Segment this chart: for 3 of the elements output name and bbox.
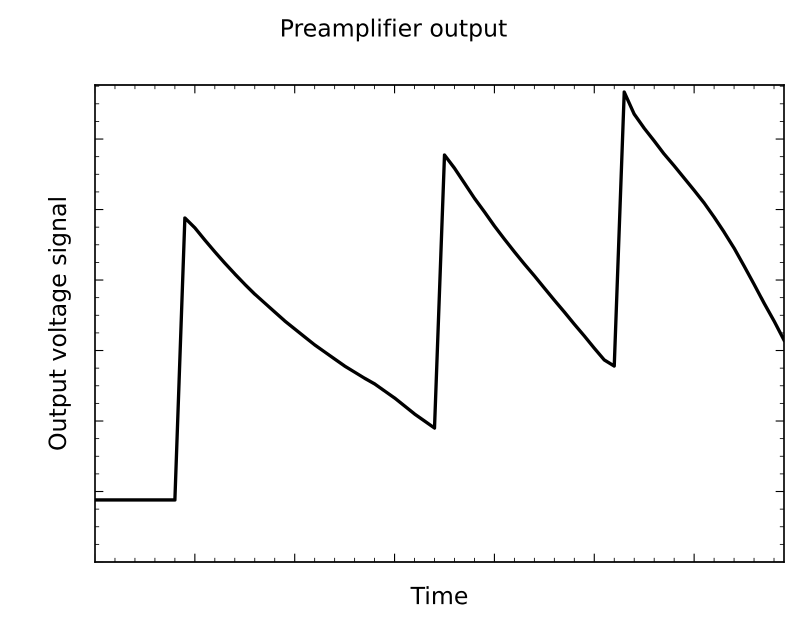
x-axis-title: Time (410, 586, 468, 604)
y-axis-title: Output voltage signal (48, 198, 71, 450)
chart-title: Preamplifier output (282, 18, 507, 42)
